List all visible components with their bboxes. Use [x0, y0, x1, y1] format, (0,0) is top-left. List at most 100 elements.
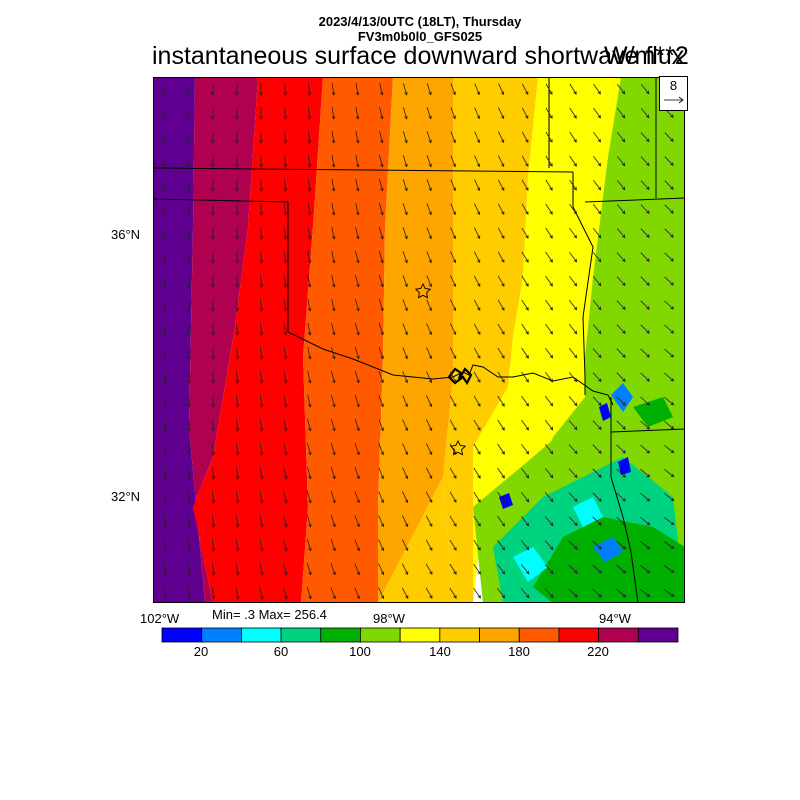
wind-vector: [569, 107, 577, 119]
wind-vector: [162, 250, 167, 264]
wind-vector: [473, 251, 481, 264]
wind-vector: [211, 538, 216, 552]
wind-vector: [307, 515, 312, 528]
wind-vector: [545, 107, 553, 119]
wind-vector: [163, 514, 167, 528]
wind-vector: [162, 202, 167, 216]
wind-vector: [283, 371, 288, 384]
wind-vector: [449, 515, 457, 527]
wind-vector: [307, 130, 312, 144]
wind-vector: [449, 395, 457, 408]
wind-vector: [186, 226, 191, 240]
wind-vector: [331, 83, 336, 96]
wind-vector: [545, 323, 553, 335]
wind-vector: [259, 298, 264, 312]
wind-vector: [640, 564, 651, 574]
model-name-line: FV3m0b0l0_GFS025: [357, 29, 483, 44]
wind-vector: [592, 540, 602, 550]
wind-vector: [283, 299, 288, 312]
wind-vector: [663, 589, 675, 597]
wind-vector: [616, 444, 627, 454]
wind-vector: [163, 538, 167, 552]
wind-vector: [259, 322, 264, 336]
wind-vector: [592, 396, 602, 407]
wind-vector: [283, 226, 288, 240]
wind-vector: [544, 516, 554, 527]
wind-vector: [616, 276, 626, 286]
wind-vector: [664, 132, 674, 142]
wind-vector: [283, 515, 288, 528]
wind-vector: [592, 228, 602, 239]
wind-vector: [592, 588, 602, 598]
map-canvas: [153, 77, 685, 603]
wind-vector: [283, 443, 288, 456]
wind-vector: [473, 419, 481, 431]
wind-vector: [568, 348, 578, 359]
reference-vector-box: 8: [659, 76, 688, 111]
wind-vector: [402, 155, 408, 168]
wind-vector: [283, 539, 288, 552]
colorbar-swatch: [161, 627, 203, 643]
colorbar-swatch: [240, 627, 282, 643]
wind-vector: [211, 394, 215, 408]
wind-vector: [664, 324, 675, 334]
wind-vector: [521, 395, 529, 407]
wind-vector: [616, 516, 627, 526]
wind-vector: [378, 467, 384, 480]
colorbar-swatch: [320, 627, 361, 643]
wind-vector: [235, 226, 239, 240]
wind-vector: [640, 492, 651, 502]
wind-vector: [545, 203, 553, 215]
wind-vector: [402, 227, 408, 240]
wind-vector: [162, 298, 167, 312]
wind-vector: [473, 323, 481, 336]
wind-vector: [473, 467, 481, 479]
wind-vector: [402, 419, 409, 432]
wind-vector: [211, 275, 215, 288]
wind-vector: [259, 346, 264, 360]
wind-vector: [354, 323, 360, 336]
wind-vector: [426, 179, 432, 192]
lat-label-36n: 36°N: [111, 227, 141, 242]
wind-vector: [498, 83, 505, 96]
wind-vector: [379, 155, 384, 168]
wind-vector: [473, 563, 481, 575]
wind-vector: [449, 467, 457, 479]
wind-vector: [474, 227, 481, 240]
wind-vector: [306, 539, 312, 552]
wind-vector: [378, 347, 384, 360]
wind-vector: [307, 347, 312, 360]
wind-vector: [497, 563, 506, 575]
wind-vector: [568, 516, 578, 527]
wind-vector: [545, 155, 553, 167]
wind-vector: [425, 443, 433, 456]
wind-vector: [497, 515, 505, 527]
wind-vector: [330, 515, 336, 528]
wind-vector: [664, 252, 675, 262]
texas-louisiana-border: [610, 397, 639, 603]
wind-vector: [235, 491, 240, 504]
wind-vector: [259, 106, 263, 120]
wind-vector: [187, 250, 191, 264]
wind-vector: [211, 514, 216, 528]
wind-vector: [545, 347, 554, 359]
wind-vector: [210, 82, 215, 96]
wind-vector: [307, 82, 312, 96]
wind-vector: [187, 371, 191, 384]
wind-vector: [664, 276, 674, 286]
wind-vector: [520, 588, 530, 599]
wind-vector: [283, 250, 288, 264]
wind-vector: [450, 323, 457, 336]
wind-vector: [235, 466, 240, 480]
wind-vector: [283, 491, 288, 504]
wind-vector: [307, 491, 312, 504]
wind-vector: [496, 587, 506, 599]
wind-vector: [187, 418, 191, 432]
wind-vector: [259, 419, 264, 432]
wind-vector: [449, 539, 457, 551]
wind-vector: [235, 130, 239, 144]
wind-vector: [259, 370, 264, 384]
wind-vector: [640, 444, 651, 454]
wind-vector: [283, 106, 287, 120]
wind-vector: [568, 300, 578, 311]
